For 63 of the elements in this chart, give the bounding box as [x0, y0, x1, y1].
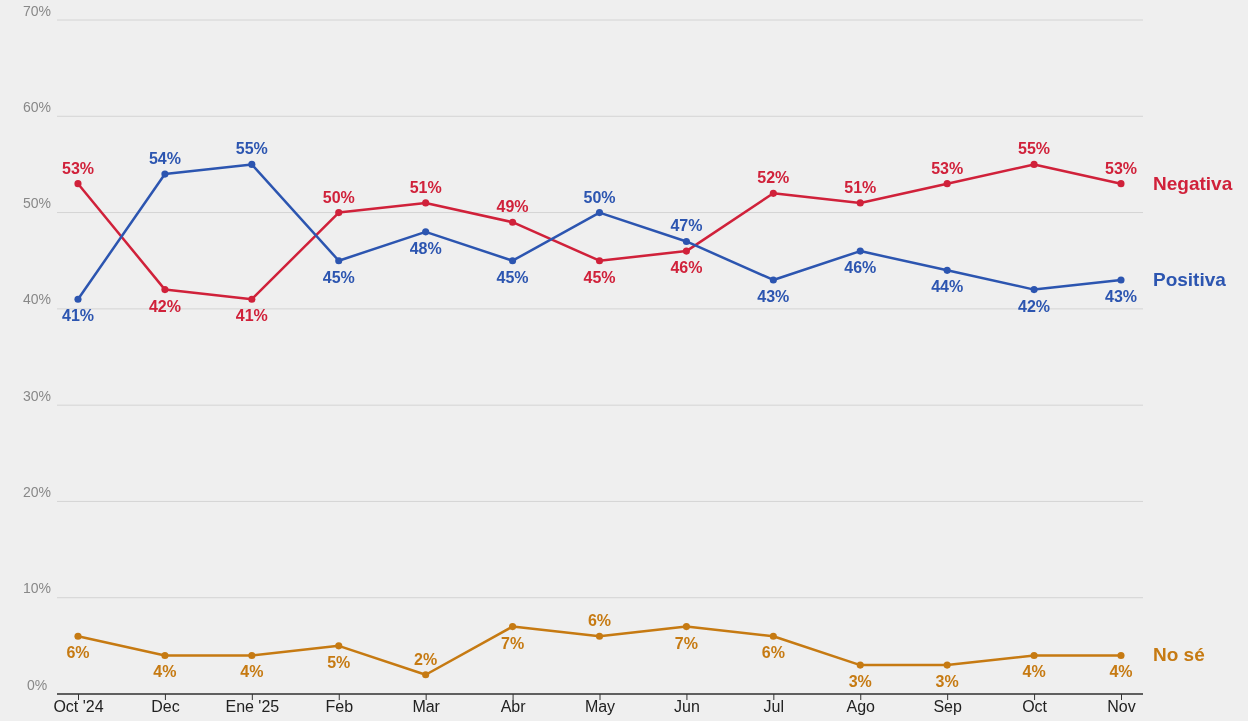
data-label: 41% [235, 307, 268, 325]
data-label: 45% [496, 268, 529, 286]
data-label: 47% [670, 217, 703, 235]
y-tick-label: 50% [22, 195, 52, 212]
x-tick-label: Feb [325, 697, 354, 715]
data-label: 52% [757, 169, 790, 187]
x-tick-label: Oct [1022, 697, 1048, 715]
y-tick-label: 30% [22, 387, 52, 404]
data-label: 46% [670, 259, 703, 277]
data-label: 53% [1104, 159, 1138, 177]
data-label: 42% [1018, 297, 1051, 315]
y-tick-label: 0% [26, 676, 48, 693]
x-tick-label: May [584, 697, 616, 715]
data-label: 53% [61, 159, 95, 177]
data-label: 6% [587, 612, 612, 630]
data-label: 48% [409, 239, 442, 257]
data-label: 5% [327, 653, 351, 671]
data-label: 45% [583, 268, 616, 286]
series-label: No sé [1153, 644, 1205, 666]
data-label: 41% [61, 307, 95, 325]
data-label: 55% [1018, 140, 1051, 158]
data-label: 43% [757, 287, 790, 305]
series-label: Positiva [1153, 268, 1227, 290]
data-label: 50% [583, 188, 616, 206]
data-label: 51% [409, 178, 442, 196]
data-label: 7% [674, 634, 698, 652]
series-label: Negativa [1153, 172, 1233, 194]
x-tick-label: Oct '24 [53, 697, 104, 715]
x-tick-label: Dec [151, 697, 180, 715]
data-label: 45% [322, 268, 355, 286]
data-label: 46% [844, 259, 877, 277]
data-label: 4% [1109, 663, 1133, 681]
x-tick-label: Jun [674, 697, 700, 715]
data-label: 42% [148, 297, 181, 315]
data-label: 53% [931, 159, 964, 177]
data-label: 54% [148, 150, 181, 168]
x-tick-label: Ago [846, 697, 876, 715]
data-label: 49% [496, 198, 529, 216]
data-label: 6% [66, 644, 90, 662]
data-label: 3% [935, 673, 959, 691]
data-label: 7% [501, 634, 525, 652]
x-tick-label: Nov [1107, 697, 1136, 715]
y-tick-label: 60% [22, 98, 52, 115]
data-label: 51% [844, 178, 877, 196]
data-label: 44% [931, 278, 964, 296]
data-label: 55% [235, 140, 268, 158]
y-tick-label: 70% [22, 2, 52, 19]
y-tick-label: 10% [22, 580, 52, 597]
y-tick-label: 20% [22, 484, 52, 501]
x-tick-label: Mar [412, 697, 441, 715]
data-label: 3% [848, 673, 872, 691]
data-label: 6% [761, 644, 785, 662]
data-label: 4% [240, 663, 264, 681]
data-label: 43% [1104, 287, 1138, 305]
data-label: 4% [1022, 663, 1046, 681]
x-tick-label: Sep [933, 697, 962, 715]
data-label: 4% [153, 663, 177, 681]
x-tick-label: Jul [763, 697, 785, 715]
data-label: 50% [322, 188, 355, 206]
data-label: 2% [414, 650, 438, 668]
y-tick-label: 40% [22, 291, 52, 308]
x-tick-label: Ene '25 [225, 697, 280, 715]
x-tick-label: Abr [500, 697, 527, 715]
